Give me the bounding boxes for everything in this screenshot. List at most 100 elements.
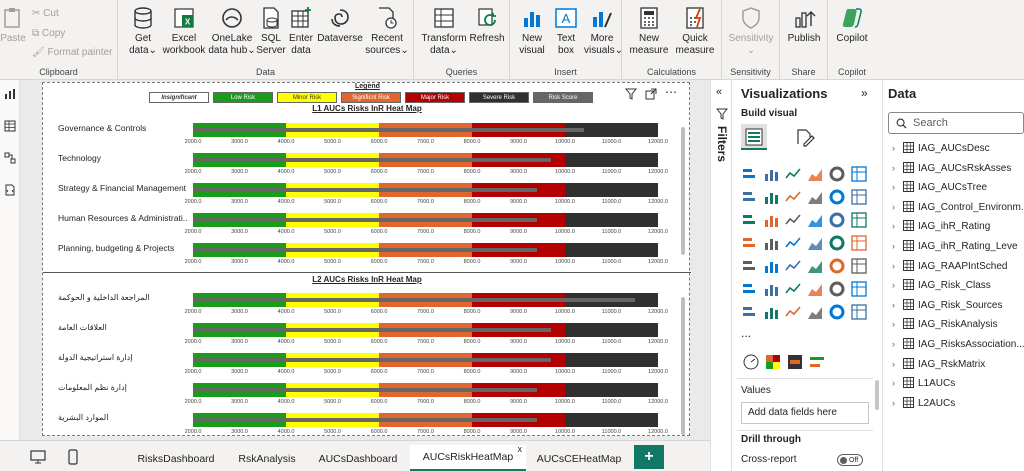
data-table-item[interactable]: › L1AUCs — [892, 377, 1024, 396]
data-search-box[interactable]: Search — [888, 112, 1024, 134]
focus-mode-icon[interactable] — [645, 88, 657, 100]
table-visual-icon[interactable] — [807, 258, 823, 274]
fabric-icon[interactable] — [851, 304, 867, 320]
mobile-layout-icon[interactable] — [68, 449, 78, 465]
heatmap-row[interactable]: العلاقات العامة 2000.0 3000.0 4000.0 5000.0 6… — [43, 321, 679, 351]
data-table-item[interactable]: › IAG_RskMatrix — [892, 357, 1024, 377]
ribbon-chart-icon[interactable] — [741, 212, 757, 228]
qa-icon[interactable] — [807, 281, 823, 297]
paste-button[interactable]: Paste — [0, 6, 26, 45]
chevron-right-icon[interactable]: › — [892, 260, 895, 271]
data-table-item[interactable]: › L2AUCs — [892, 396, 1024, 416]
stacked-area-icon[interactable] — [785, 189, 801, 205]
data-table-item[interactable]: › IAG_ihR_Rating_Leve — [892, 240, 1024, 259]
heatmap-row[interactable]: المراجعة الداخلية و الحوكمة 2000.0 3000.0 4… — [43, 291, 679, 321]
treemap-icon[interactable] — [741, 235, 757, 251]
heatmap-row[interactable]: Human Resources & Administrati... 2000.0 3… — [43, 211, 679, 241]
key-influencers-icon[interactable] — [763, 281, 779, 297]
transform-data-button[interactable]: Transform data⌄ — [420, 6, 468, 57]
page-tab[interactable]: AUCsCEHeatMap — [526, 447, 632, 471]
clustered-bar-icon[interactable] — [785, 166, 801, 182]
risk-score-measure[interactable] — [193, 248, 538, 252]
pie-icon[interactable] — [829, 212, 845, 228]
filled-map-icon[interactable] — [785, 235, 801, 251]
100-bar-icon[interactable] — [829, 166, 845, 182]
goals-icon[interactable] — [851, 281, 867, 297]
dataverse-button[interactable]: Dataverse — [316, 6, 364, 45]
python-visual-icon[interactable] — [741, 281, 757, 297]
desktop-layout-icon[interactable] — [30, 450, 46, 464]
more-visuals-button[interactable]: More visuals⌄ — [584, 6, 623, 57]
line-clustered-icon[interactable] — [851, 189, 867, 205]
risk-score-measure[interactable] — [193, 328, 552, 332]
cut-button[interactable]: ✂ Cut — [32, 8, 59, 19]
chevron-right-icon[interactable]: › — [892, 221, 895, 232]
scatter-icon[interactable] — [807, 212, 823, 228]
cross-report-toggle[interactable]: Off — [837, 454, 863, 466]
power-apps-icon[interactable] — [763, 304, 779, 320]
stacked-bar-icon[interactable] — [741, 166, 757, 182]
data-table-item[interactable]: › IAG_ihR_Rating — [892, 220, 1024, 239]
risk-score-measure[interactable] — [193, 388, 538, 392]
format-visual-icon[interactable] — [795, 127, 815, 147]
chevron-right-icon[interactable]: › — [892, 241, 895, 251]
viz-pane-scrollbar[interactable] — [875, 380, 879, 410]
bullet-chart-visual-icon[interactable] — [809, 354, 825, 370]
page-tab[interactable]: AUCsRiskHeatMap x — [410, 444, 526, 471]
filter-icon[interactable] — [625, 88, 637, 100]
card-icon[interactable] — [851, 235, 867, 251]
new-measure-button[interactable]: New measure — [626, 6, 672, 57]
excel-workbook-button[interactable]: X Excel workbook — [162, 6, 206, 57]
metrics-icon[interactable] — [829, 304, 845, 320]
quick-measure-button[interactable]: Quick measure — [672, 6, 718, 57]
chevron-right-icon[interactable]: › — [892, 397, 895, 408]
copy-button[interactable]: ⧉ Copy — [32, 28, 65, 39]
stacked-column-icon[interactable] — [763, 166, 779, 182]
risk-score-measure[interactable] — [193, 128, 584, 132]
data-table-item[interactable]: › IAG_AUCsDesc — [892, 142, 1024, 161]
report-page[interactable]: Legend Insignificant Low Risk Minor Risk Si… — [42, 82, 691, 436]
risk-score-measure[interactable] — [193, 298, 635, 302]
map-icon[interactable] — [763, 235, 779, 251]
chevron-right-icon[interactable]: › — [892, 182, 895, 193]
risk-score-measure[interactable] — [193, 188, 538, 192]
decomposition-tree-icon[interactable] — [785, 281, 801, 297]
chevron-right-icon[interactable]: › — [892, 358, 895, 369]
heatmap-row[interactable]: Strategy & Financial Management 2000.0 300… — [43, 181, 679, 211]
line-column-icon[interactable] — [829, 189, 845, 205]
100-column-icon[interactable] — [851, 166, 867, 182]
smart-narrative-icon[interactable] — [807, 304, 823, 320]
values-drop-zone[interactable]: Add data fields here — [741, 402, 869, 424]
data-table-item[interactable]: › IAG_Control_Environm... — [892, 200, 1024, 220]
table-view-icon[interactable] — [4, 120, 16, 132]
more-options-icon[interactable]: ⋯ — [665, 85, 677, 99]
funnel-icon[interactable] — [785, 212, 801, 228]
build-visual-tab[interactable] — [741, 124, 767, 150]
chevron-right-icon[interactable]: › — [892, 143, 895, 153]
l2-scrollbar[interactable] — [681, 297, 685, 435]
line-chart-icon[interactable] — [741, 189, 757, 205]
azure-map-icon[interactable] — [829, 235, 845, 251]
area-chart-icon[interactable] — [763, 189, 779, 205]
new-visual-button[interactable]: New visual — [516, 6, 548, 57]
r-visual-icon[interactable] — [851, 258, 867, 274]
chevron-right-icon[interactable]: › — [892, 280, 895, 291]
format-painter-button[interactable]: 🖌 Format painter — [32, 47, 113, 58]
matrix-icon[interactable] — [829, 258, 845, 274]
gauge-visual-icon[interactable] — [743, 354, 759, 370]
get-data-button[interactable]: Get data⌄ — [126, 6, 160, 57]
risk-score-measure[interactable] — [193, 158, 552, 162]
sensitivity-button[interactable]: Sensitivity ⌄ — [724, 6, 778, 57]
publish-button[interactable]: Publish — [782, 6, 826, 45]
refresh-button[interactable]: Refresh — [468, 6, 506, 45]
page-tab[interactable]: RskAnalysis — [228, 447, 306, 471]
clustered-column-icon[interactable] — [807, 166, 823, 182]
data-table-item[interactable]: › IAG_AUCsRskAsses — [892, 161, 1024, 181]
heatmap-row[interactable]: Technology 2000.0 3000.0 4000.0 5000.0 6000.0… — [43, 151, 679, 181]
onelake-data-hub-button[interactable]: OneLake data hub⌄ — [208, 6, 256, 57]
close-tab-icon[interactable]: x — [517, 444, 523, 454]
slicer-icon[interactable] — [785, 258, 801, 274]
100-area-icon[interactable] — [807, 189, 823, 205]
data-table-item[interactable]: › IAG_RAAPIntSched — [892, 259, 1024, 279]
data-table-item[interactable]: › IAG_AUCsTree — [892, 181, 1024, 200]
